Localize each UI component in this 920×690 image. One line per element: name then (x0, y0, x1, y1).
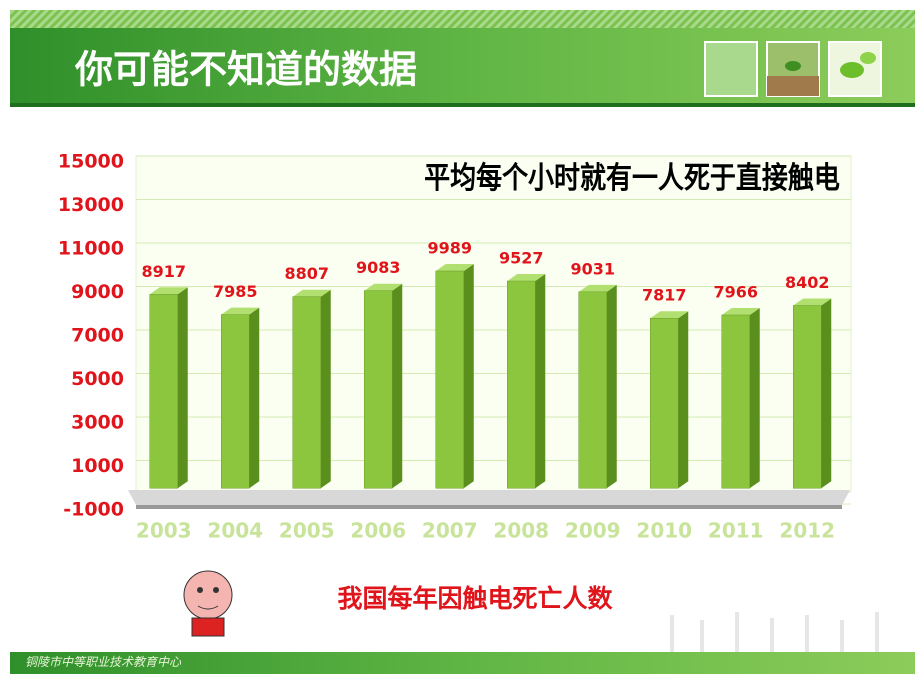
y-tick-label: 11000 (58, 238, 124, 260)
x-tick-label: 2011 (708, 519, 764, 543)
bar-side (249, 307, 260, 489)
bar-side (749, 307, 760, 489)
x-tick-label: 2009 (565, 519, 621, 543)
bar-side (821, 298, 832, 489)
header-bar (10, 28, 915, 104)
plants-deco (670, 612, 879, 660)
floor (128, 490, 850, 505)
value-label: 8917 (141, 262, 186, 281)
deco-leaf (840, 62, 864, 78)
bar (793, 305, 822, 489)
bar-top (507, 274, 546, 282)
value-label: 9527 (499, 249, 544, 268)
bar-side (463, 263, 474, 489)
deco-square (704, 41, 758, 97)
bar-top (578, 284, 617, 292)
x-tick-label: 2004 (207, 519, 263, 543)
x-tick-label: 2008 (493, 519, 549, 543)
bar-side (606, 284, 617, 489)
value-label: 8402 (785, 273, 830, 292)
deco-photo (828, 41, 882, 97)
value-label: 9083 (356, 258, 401, 277)
x-tick-label: 2012 (779, 519, 835, 543)
x-tick-label: 2005 (279, 519, 335, 543)
y-tick-label: 7000 (71, 325, 124, 347)
bar-top (435, 263, 474, 271)
floor-edge (136, 505, 842, 509)
y-tick-label: 1000 (71, 455, 124, 477)
value-label: 7966 (713, 282, 758, 301)
chart-title: 平均每个小时就有一人死于直接触电 (424, 160, 840, 195)
bar (507, 280, 536, 489)
value-label: 8807 (284, 264, 329, 283)
bar (435, 270, 464, 489)
deco-sprout (785, 61, 801, 71)
y-tick-label: 9000 (71, 281, 124, 303)
x-tick-label: 2003 (136, 519, 192, 543)
bar (721, 314, 750, 489)
deco-leaf (860, 52, 876, 64)
header-title: 你可能不知道的数据 (74, 48, 417, 92)
footer-bar (10, 652, 915, 674)
value-label: 9031 (570, 259, 615, 278)
bar-top (221, 307, 260, 315)
bar-top (721, 307, 760, 315)
bar (364, 290, 393, 489)
y-tick-label: 3000 (71, 412, 124, 434)
bar-top (364, 283, 403, 291)
footer-text: 铜陵市中等职业技术教育中心 (25, 655, 182, 669)
bar-side (678, 311, 689, 489)
value-label: 7817 (642, 286, 687, 305)
x-tick-label: 2010 (636, 519, 692, 543)
y-tick-label: 13000 (58, 194, 124, 216)
bar-top (793, 298, 832, 306)
bar (578, 291, 607, 489)
value-label: 7985 (213, 282, 258, 301)
cartoon (183, 570, 233, 637)
bar (292, 296, 321, 489)
value-label: 9989 (427, 238, 472, 257)
bar-side (392, 283, 403, 489)
bar-top (149, 287, 188, 295)
y-tick-label: 5000 (71, 368, 124, 390)
y-tick-label: -1000 (63, 499, 124, 521)
x-tick-label: 2006 (350, 519, 406, 543)
bar-top (650, 311, 689, 319)
deco-soil (767, 76, 819, 96)
top-strip-pattern (10, 10, 915, 28)
bar (650, 317, 679, 489)
bar (221, 314, 250, 489)
bar-side (535, 274, 546, 489)
y-tick-label: 15000 (58, 151, 124, 173)
bar-top (292, 289, 331, 297)
bar-side (320, 289, 331, 489)
bar (149, 294, 178, 489)
x-tick-label: 2007 (422, 519, 478, 543)
header-line (10, 103, 915, 107)
bar-side (177, 287, 188, 489)
chart: -1000 1000 3000 5000 7000 9000 11000 13000 15000… (58, 151, 852, 521)
chart-caption: 我国每年因触电死亡人数 (337, 584, 613, 613)
